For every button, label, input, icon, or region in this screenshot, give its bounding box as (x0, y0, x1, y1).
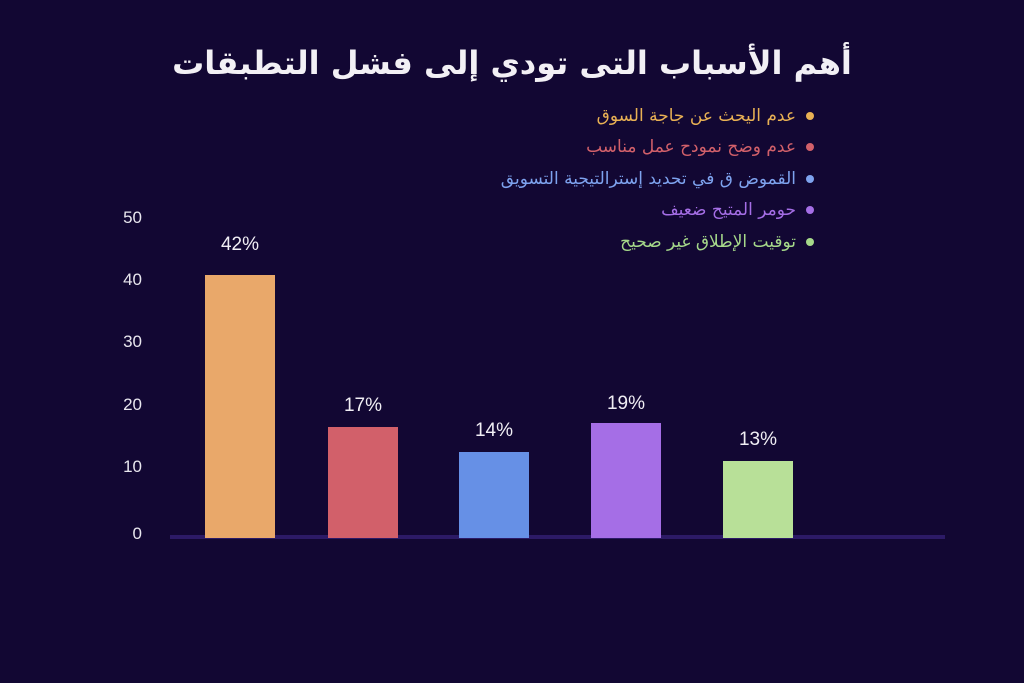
bar (459, 452, 529, 538)
bar (328, 427, 398, 538)
bar-value-label: 19% (606, 393, 646, 414)
y-tick: 20 (123, 395, 142, 414)
legend-dot-icon (806, 237, 814, 246)
legend-item: القموض ق في تحديد إسترالتيجية التسويق (501, 163, 814, 195)
y-tick: 50 (123, 208, 142, 227)
legend-item: توقيت الإطلاق غير صحيح (501, 226, 814, 258)
legend-item: عدم وضح نمودح عمل مناسب (501, 132, 814, 164)
y-tick: 0 (132, 524, 142, 543)
legend-label: عدم وضح نمودح عمل مناسب (586, 137, 796, 158)
chart-title: أهم الأسباب التى تودي إلى فشل التطبقات (172, 44, 852, 82)
x-axis-baseline (170, 535, 945, 539)
legend-item: عدم اليحث عن جاجة السوق (501, 100, 814, 132)
legend-label: توقيت الإطلاق غير صحيح (620, 231, 796, 252)
y-tick: 30 (123, 332, 142, 351)
bar-value-label: 17% (343, 395, 383, 416)
legend-dot-icon (806, 111, 814, 120)
legend-label: القموض ق في تحديد إسترالتيجية التسويق (500, 168, 796, 189)
bar (723, 461, 793, 538)
legend: عدم اليحث عن جاجة السوق عدم وضح نمودح عم… (501, 100, 814, 258)
y-tick: 10 (123, 457, 142, 476)
legend-item: حومر المتيح ضعيف (501, 195, 814, 227)
legend-dot-icon (806, 143, 814, 152)
bar-value-label: 14% (474, 420, 514, 441)
legend-label: عدم اليحث عن جاجة السوق (596, 105, 796, 126)
bar (591, 423, 661, 538)
legend-dot-icon (806, 174, 814, 183)
legend-dot-icon (806, 206, 814, 215)
legend-label: حومر المتيح ضعيف (661, 200, 796, 221)
bar (205, 275, 275, 538)
bar-value-label: 13% (738, 429, 778, 450)
bar-value-label: 42% (220, 234, 260, 255)
y-tick: 40 (123, 270, 142, 289)
